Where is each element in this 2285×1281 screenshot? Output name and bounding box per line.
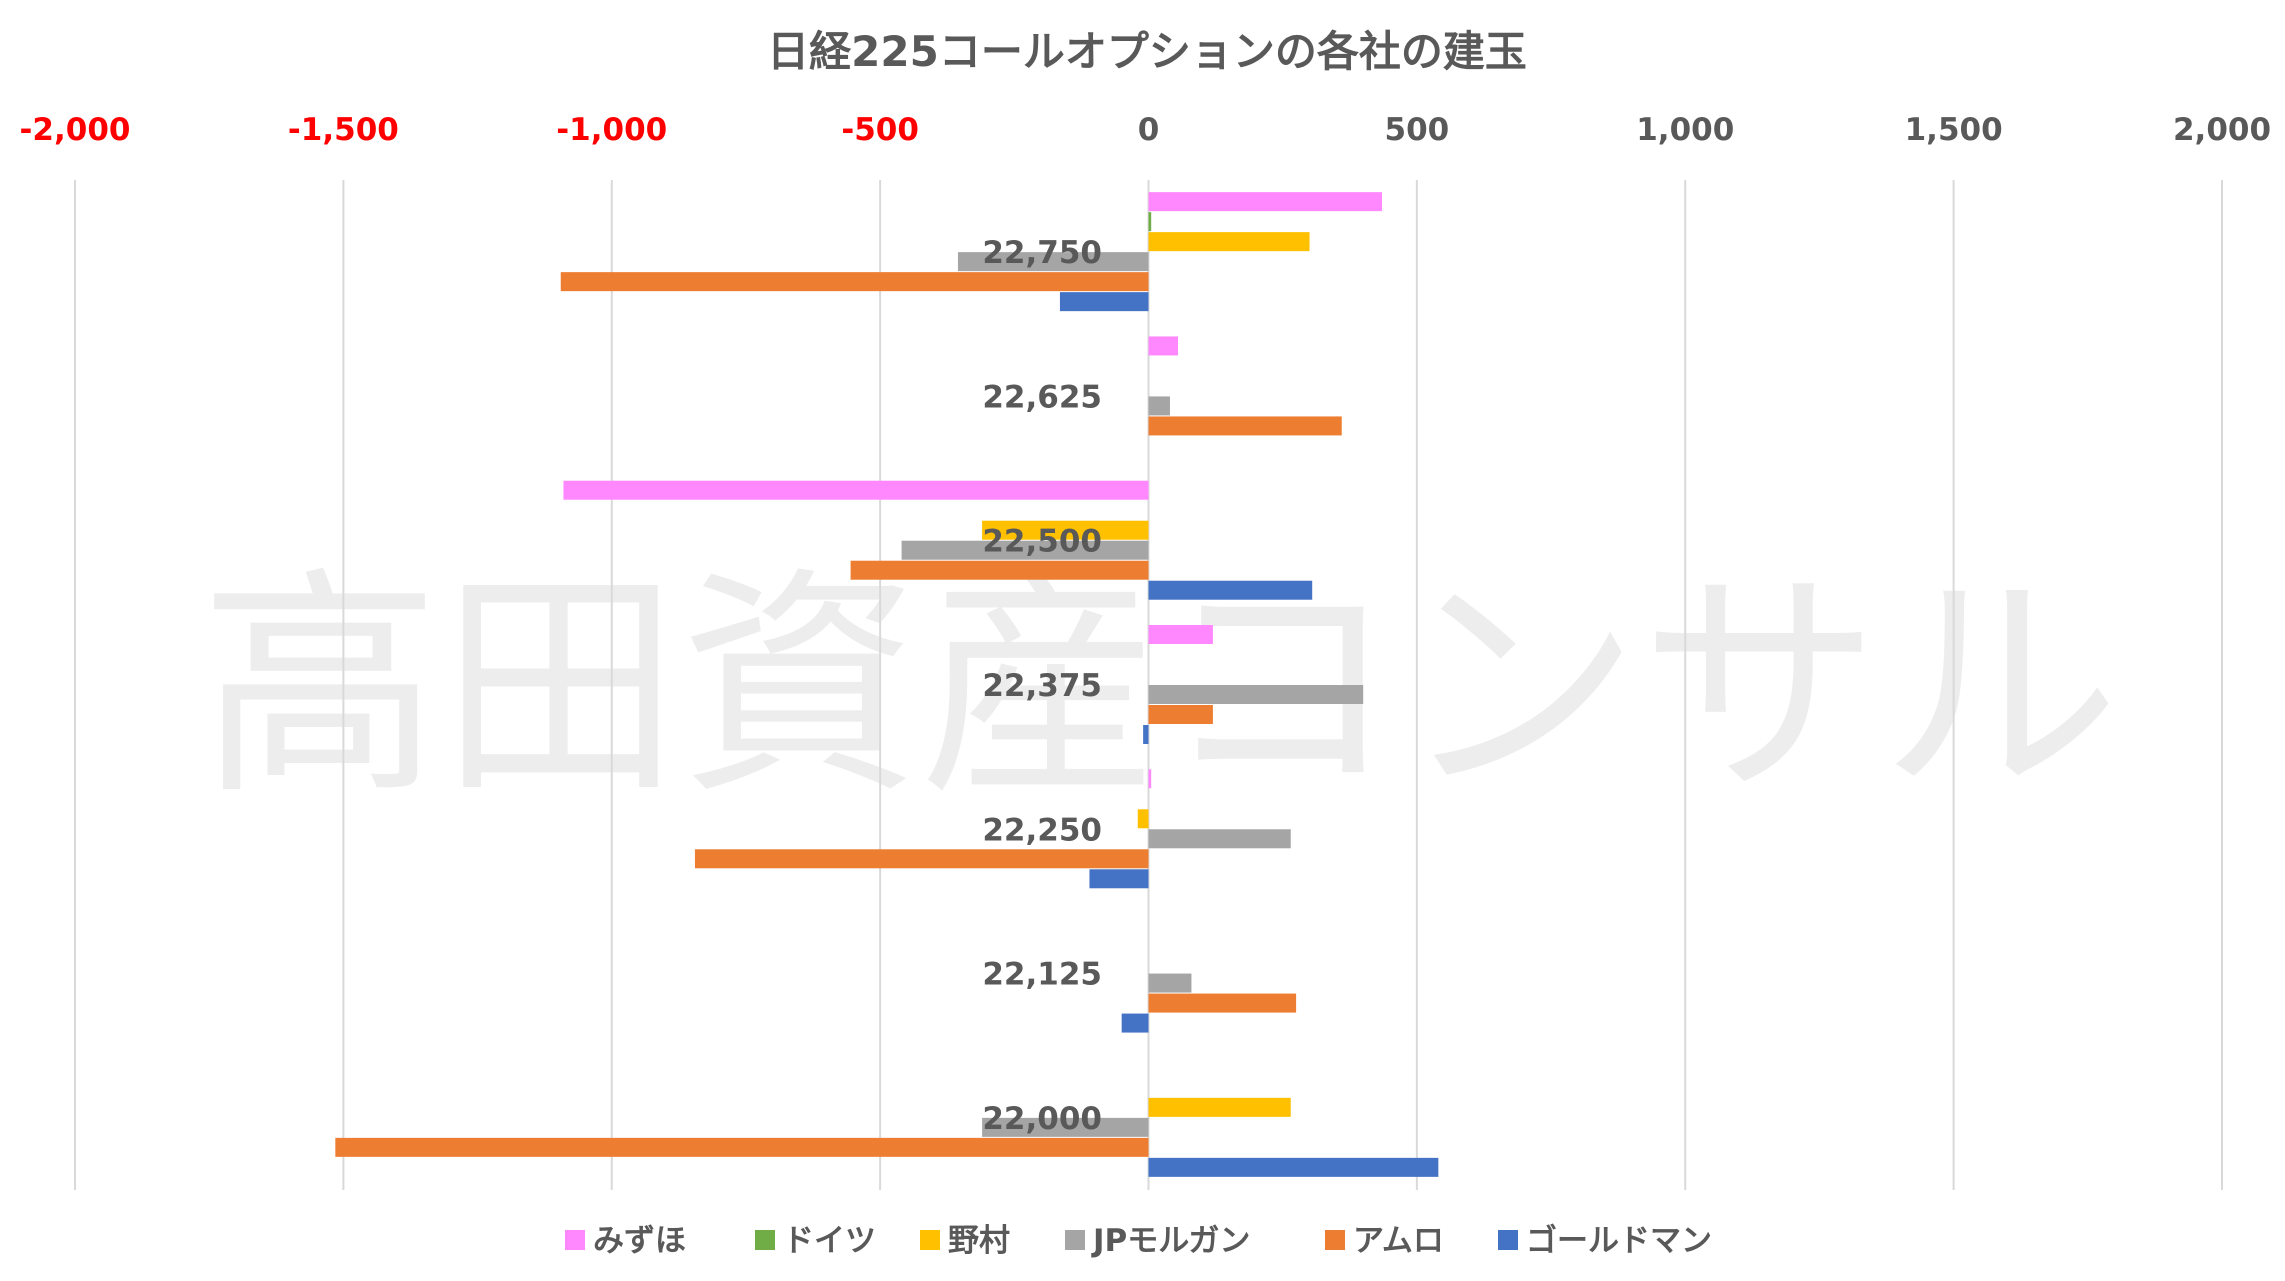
x-tick-label: -2,000 — [20, 112, 131, 148]
legend-item: ドイツ — [755, 1223, 876, 1259]
legend-swatch — [1325, 1230, 1345, 1250]
bar-0-5 — [1059, 292, 1149, 312]
legend-label: ゴールドマン — [1526, 1223, 1712, 1259]
legend-label: みずほ — [593, 1223, 686, 1259]
bar-3-4 — [1148, 705, 1213, 724]
legend-swatch — [565, 1230, 585, 1250]
chart-title: 日経225コールオプションの各社の建玉 — [767, 27, 1527, 76]
legend-swatch — [755, 1230, 775, 1250]
grid-lines — [74, 180, 2223, 1190]
legend-item: ゴールドマン — [1498, 1223, 1712, 1259]
bar-0-1 — [1148, 212, 1152, 232]
category-label: 22,500 — [982, 524, 1102, 560]
bar-2-0 — [563, 480, 1149, 500]
legend-label: ドイツ — [783, 1223, 876, 1259]
category-label: 22,375 — [982, 668, 1102, 704]
bar-4-5 — [1089, 869, 1149, 889]
bar-3-3 — [1148, 685, 1364, 704]
category-label: 22,000 — [982, 1101, 1102, 1137]
bar-0-4 — [560, 272, 1149, 292]
legend-label: JPモルガン — [1091, 1223, 1250, 1259]
bar-4-3 — [1148, 829, 1291, 849]
bar-1-0 — [1148, 336, 1179, 356]
bar-4-2 — [1137, 809, 1149, 829]
bar-0-0 — [1148, 192, 1382, 212]
legend-label: 野村 — [948, 1223, 1010, 1259]
bar-5-4 — [1148, 993, 1297, 1013]
legend-swatch — [1065, 1230, 1085, 1250]
legend-item: 野村 — [920, 1223, 1010, 1259]
x-tick-label: 500 — [1385, 112, 1450, 148]
bar-1-4 — [1148, 416, 1342, 436]
category-label: 22,250 — [982, 812, 1102, 848]
legend: みずほ ドイツ 野村 JPモルガン アムロ ゴールドマン — [565, 1223, 1712, 1259]
bars — [335, 192, 1439, 1177]
category-label: 22,625 — [982, 379, 1102, 415]
x-tick-label: -1,000 — [556, 112, 667, 148]
x-tick-label: 1,500 — [1905, 112, 2003, 148]
legend-swatch — [1498, 1230, 1518, 1250]
bar-5-3 — [1148, 973, 1192, 993]
bar-4-4 — [694, 849, 1149, 869]
bar-0-3 — [957, 252, 1149, 272]
bar-3-0 — [1148, 625, 1213, 644]
bar-0-2 — [1148, 232, 1310, 252]
bar-2-5 — [1148, 580, 1313, 600]
x-axis-ticks: -2,000 -1,500 -1,000 -500 0 500 1,000 1,500 2,00… — [20, 112, 2271, 148]
bar-2-4 — [850, 560, 1149, 580]
x-tick-label: -500 — [841, 112, 919, 148]
x-tick-label: -1,500 — [288, 112, 399, 148]
bar-2-2 — [982, 520, 1149, 540]
legend-item: みずほ — [565, 1223, 686, 1259]
x-tick-label: 1,000 — [1636, 112, 1734, 148]
category-label: 22,125 — [982, 957, 1102, 993]
bar-1-3 — [1148, 396, 1170, 416]
category-label: 22,750 — [982, 235, 1102, 271]
bar-3-5 — [1143, 725, 1149, 744]
category-labels: 22,750 22,625 22,500 22,375 22,250 22,125 22,0… — [982, 235, 1102, 1137]
bar-6-4 — [335, 1137, 1149, 1157]
x-tick-label: 0 — [1138, 112, 1160, 148]
bar-2-3 — [901, 540, 1149, 560]
bar-6-2 — [1148, 1097, 1291, 1117]
bar-6-5 — [1148, 1157, 1439, 1177]
bar-4-0 — [1148, 769, 1152, 789]
bar-5-5 — [1121, 1013, 1149, 1033]
legend-label: アムロ — [1353, 1223, 1444, 1259]
x-tick-label: 2,000 — [2173, 112, 2271, 148]
legend-swatch — [920, 1230, 940, 1250]
bar-6-3 — [982, 1117, 1149, 1137]
legend-item: アムロ — [1325, 1223, 1444, 1259]
legend-item: JPモルガン — [1065, 1223, 1250, 1259]
